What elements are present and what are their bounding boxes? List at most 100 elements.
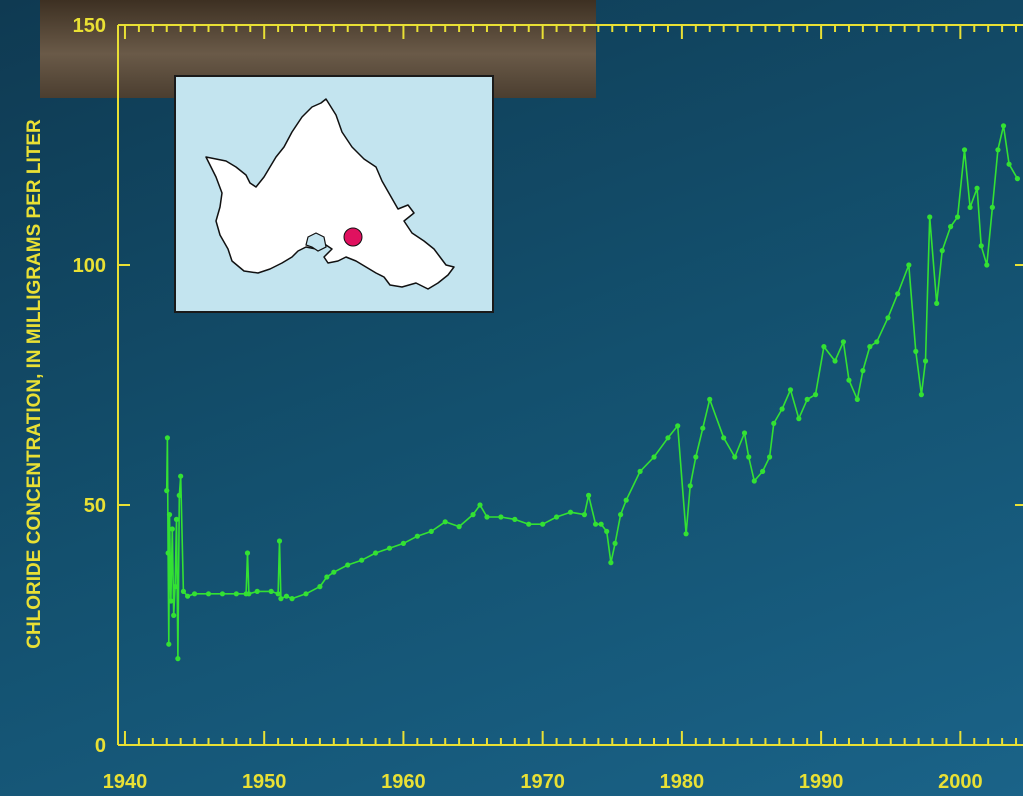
data-point — [867, 344, 873, 350]
x-tick-label: 1970 — [520, 771, 565, 793]
data-point — [164, 435, 171, 441]
data-point — [767, 454, 773, 460]
data-point — [553, 514, 560, 520]
data-point — [428, 528, 434, 535]
data-point — [540, 521, 546, 527]
data-point — [860, 368, 866, 374]
data-point — [637, 468, 643, 474]
data-point — [233, 591, 239, 597]
data-point — [359, 557, 365, 563]
data-point — [185, 593, 191, 599]
data-point — [526, 521, 532, 527]
data-point — [484, 514, 490, 520]
data-point — [700, 425, 706, 431]
data-point — [895, 291, 901, 297]
data-point — [918, 392, 924, 398]
data-point — [948, 224, 954, 230]
data-point — [751, 478, 757, 484]
data-point — [178, 473, 184, 479]
data-point — [804, 396, 810, 402]
data-point — [168, 598, 174, 604]
data-point — [707, 396, 713, 402]
data-point — [180, 588, 187, 595]
data-point — [874, 339, 880, 345]
data-point — [651, 454, 657, 460]
data-point — [442, 519, 448, 525]
data-point — [978, 243, 984, 249]
data-point — [512, 516, 518, 523]
data-point — [885, 315, 891, 321]
y-tick-label: 150 — [73, 15, 106, 37]
data-point — [771, 420, 777, 426]
data-point — [934, 300, 940, 306]
data-point — [787, 387, 794, 393]
data-point — [165, 550, 171, 556]
data-point — [693, 454, 699, 460]
data-point — [1000, 123, 1007, 129]
data-point — [164, 488, 170, 494]
data-point — [665, 435, 671, 441]
x-tick-label: 1990 — [799, 771, 844, 793]
data-point — [741, 430, 748, 436]
data-point — [172, 584, 178, 590]
data-point — [604, 528, 610, 535]
x-tick-label: 1980 — [660, 771, 705, 793]
data-point — [832, 358, 838, 364]
data-point — [268, 588, 274, 595]
data-point — [414, 533, 420, 539]
data-point — [176, 492, 182, 498]
data-point — [166, 641, 172, 647]
data-point — [567, 509, 574, 515]
data-point — [906, 262, 912, 268]
data-point — [922, 358, 929, 364]
y-tick-label: 100 — [73, 255, 106, 277]
data-point — [169, 526, 175, 532]
harbor-outline — [305, 232, 327, 252]
data-point — [974, 185, 980, 191]
data-point — [1014, 176, 1021, 182]
data-point — [283, 593, 290, 599]
data-point — [618, 511, 624, 518]
data-point — [812, 392, 819, 398]
data-point — [173, 516, 180, 523]
well-location-marker — [343, 227, 363, 247]
data-point — [275, 591, 281, 597]
data-point — [278, 596, 284, 602]
data-point — [846, 377, 852, 383]
data-point — [1006, 161, 1012, 167]
data-point — [913, 348, 919, 354]
data-point — [592, 521, 599, 527]
data-point — [840, 339, 846, 345]
data-point — [612, 540, 618, 547]
data-point — [967, 204, 973, 210]
inset-map — [174, 75, 494, 313]
data-point — [175, 656, 181, 662]
data-point — [205, 591, 212, 597]
data-point — [984, 262, 990, 268]
data-point — [608, 560, 614, 566]
data-point — [760, 468, 766, 474]
data-point — [623, 497, 629, 503]
x-tick-label: 1940 — [103, 771, 148, 793]
data-point — [821, 344, 827, 350]
data-point — [746, 454, 752, 460]
x-tick-label: 1960 — [381, 771, 426, 793]
data-point — [721, 435, 727, 441]
data-point — [171, 612, 177, 619]
data-point — [796, 416, 802, 422]
data-point — [675, 423, 681, 429]
chart-series — [164, 123, 1021, 662]
data-point — [317, 584, 323, 590]
data-point — [331, 569, 337, 575]
data-point — [372, 550, 379, 556]
data-point — [386, 545, 393, 551]
data-point — [254, 588, 260, 595]
data-point — [939, 248, 945, 254]
data-point — [345, 562, 351, 568]
data-point — [470, 511, 476, 518]
data-point — [954, 214, 961, 220]
data-point — [598, 521, 604, 527]
data-point — [732, 454, 738, 460]
data-point — [477, 502, 483, 508]
data-point — [995, 147, 1001, 153]
